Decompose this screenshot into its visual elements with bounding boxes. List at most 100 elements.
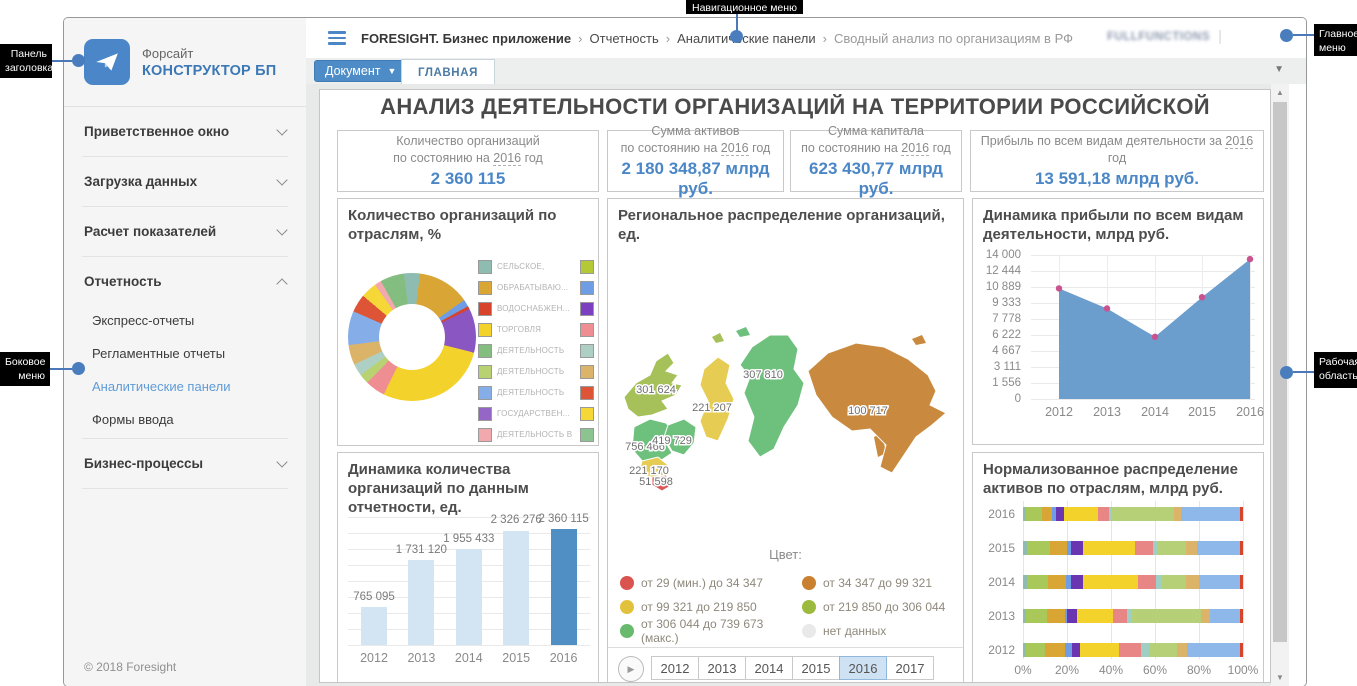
x-tick-label: 60% (1142, 663, 1168, 677)
map-region[interactable] (623, 352, 683, 418)
work-area: АНАЛИЗ ДЕЯТЕЛЬНОСТИ ОРГАНИЗАЦИЙ НА ТЕРРИ… (306, 84, 1306, 686)
bar-segment (1127, 609, 1132, 623)
kpi-year-link[interactable]: 2016 (1225, 134, 1254, 150)
map-region-value: 301 624 (636, 384, 676, 396)
tab-overflow-icon[interactable]: ▼ (1274, 64, 1284, 75)
map-legend-item: от 306 044 до 739 673 (макс.) (620, 617, 802, 645)
scroll-up-icon[interactable]: ▲ (1276, 88, 1284, 97)
gridline (1031, 399, 1255, 400)
legend-swatch (478, 259, 492, 274)
chart-title: Количество организаций по отраслям, % (348, 207, 557, 243)
bar-segment (1112, 507, 1174, 521)
x-tick-label: 20% (1054, 663, 1080, 677)
row-label: 2014 (988, 575, 1015, 589)
legend-label: ТОРГОВЛЯ (497, 325, 542, 334)
year-button-2013[interactable]: 2013 (698, 656, 746, 680)
year-buttons: 2012 2013 2014 2015 2016 2017 (651, 656, 934, 680)
breadcrumb-item[interactable]: FORESIGHT. Бизнес приложение (361, 30, 572, 46)
legend-row: ДЕЯТЕЛЬНОСТЬ (478, 361, 594, 382)
sidebar-item-2[interactable]: Загрузка данных (82, 159, 288, 204)
map-region[interactable] (699, 356, 735, 442)
sidebar-item-3[interactable]: Расчет показателей (82, 209, 288, 254)
map-legend-label: от 99 321 до 219 850 (641, 600, 757, 614)
bar-segment (1185, 541, 1197, 555)
breadcrumb-item: Сводный анализ по организациям в РФ (833, 30, 1073, 46)
bar-segment (1023, 507, 1027, 521)
map-region[interactable] (651, 474, 673, 492)
logo-text: Форсайт КОНСТРУКТОР БП (142, 46, 276, 79)
map-legend-title: Цвет: (769, 547, 802, 562)
kpi-year-link[interactable]: 2016 (901, 141, 930, 156)
year-button-2015[interactable]: 2015 (792, 656, 840, 680)
dashboard-canvas: АНАЛИЗ ДЕЯТЕЛЬНОСТИ ОРГАНИЗАЦИЙ НА ТЕРРИ… (319, 89, 1271, 683)
donut-hole (379, 304, 445, 370)
sidebar-subitem[interactable]: Аналитические панели (92, 379, 231, 394)
legend-row: ДЕЯТЕЛЬНОСТЬ В (478, 424, 594, 445)
vertical-scrollbar[interactable]: ▲ ▼ (1271, 84, 1289, 686)
year-button-2014[interactable]: 2014 (745, 656, 793, 680)
gridline (1155, 255, 1156, 399)
sidebar-item-label: Бизнес-процессы (84, 456, 204, 471)
bar-segment (1076, 609, 1114, 623)
logo: Форсайт КОНСТРУКТОР БП (64, 18, 306, 107)
row-label: 2013 (988, 609, 1015, 623)
year-button-2016[interactable]: 2016 (839, 656, 887, 680)
map-region[interactable] (739, 334, 805, 458)
breadcrumb-item[interactable]: Отчетность (589, 30, 659, 46)
map-legend-dot (620, 600, 634, 614)
area-chart (1031, 255, 1255, 400)
tab-main[interactable]: ГЛАВНАЯ (401, 59, 495, 85)
map-region-value: 221 170 (629, 465, 669, 477)
map-region[interactable] (631, 418, 675, 464)
callout-dot (72, 54, 85, 67)
map-region[interactable] (663, 418, 697, 456)
play-button[interactable]: ▶ (618, 656, 644, 682)
chevron-down-icon (276, 456, 288, 468)
data-point (1151, 333, 1159, 340)
legend-row: ВОДОСНАБЖЕН... (478, 298, 594, 319)
bar-segment (1149, 643, 1177, 657)
gridline (1031, 287, 1255, 288)
sidebar-subitem[interactable]: Экспресс-отчеты (92, 313, 195, 328)
document-menu-button[interactable]: Документ ▼ (314, 60, 408, 82)
kpi-card-1: Количество организаций по состоянию на 2… (337, 130, 599, 192)
user-menu[interactable]: FULLFUNCTIONS (1107, 31, 1210, 43)
map-region[interactable] (807, 342, 947, 474)
sidebar-item-5[interactable]: Бизнес-процессы (82, 441, 288, 486)
kpi-year-link[interactable]: 2016 (720, 141, 749, 156)
data-point (1103, 305, 1111, 312)
breadcrumb-item[interactable]: Аналитические панели (677, 30, 816, 46)
year-button-2012[interactable]: 2012 (651, 656, 699, 680)
chart-title: Динамика прибыли по всем видам деятельно… (983, 207, 1244, 243)
stacked-bar-2013 (1023, 609, 1243, 623)
bar-segment (1044, 643, 1065, 657)
bar-value-label: 2 360 115 (538, 512, 589, 525)
sidebar-subitem[interactable]: Регламентные отчеты (92, 346, 226, 361)
map-legend-dot (620, 624, 634, 638)
scroll-down-icon[interactable]: ▼ (1276, 673, 1284, 682)
header-bar: FORESIGHT. Бизнес приложение › Отчетность ›… (306, 18, 1306, 59)
bar-segment (1131, 609, 1202, 623)
hamburger-menu-icon[interactable] (328, 31, 346, 48)
legend-swatch (478, 343, 492, 358)
kpi-card-3: Сумма капитала по состоянию на 2016 год 6… (790, 124, 962, 198)
dashboard-title: АНАЛИЗ ДЕЯТЕЛЬНОСТИ ОРГАНИЗАЦИЙ НА ТЕРРИ… (380, 94, 1210, 119)
sidebar-item-label: Отчетность (84, 274, 162, 289)
callout-dot (730, 30, 743, 43)
bar-segment (1026, 507, 1042, 521)
callout-line (50, 368, 72, 370)
year-button-2017[interactable]: 2017 (886, 656, 934, 680)
map-region-value: 307 810 (743, 369, 783, 381)
row-label: 2012 (988, 643, 1015, 657)
row-label: 2016 (988, 507, 1015, 521)
kpi-card-2: Сумма активов по состоянию на 2016 год 2 … (607, 124, 784, 198)
sidebar-subitem[interactable]: Формы ввода (92, 412, 174, 427)
row-label: 2015 (988, 541, 1015, 555)
sidebar-item-4[interactable]: Отчетность (82, 259, 288, 304)
legend-swatch (580, 343, 594, 358)
sidebar-item-1[interactable]: Приветственное окно (82, 109, 288, 154)
kpi-year-link[interactable]: 2016 (493, 151, 522, 166)
sidebar-item-label: Приветственное окно (84, 124, 230, 139)
map-legend-item: от 34 347 до 99 321 (802, 571, 962, 595)
bar-segment (1080, 643, 1119, 657)
